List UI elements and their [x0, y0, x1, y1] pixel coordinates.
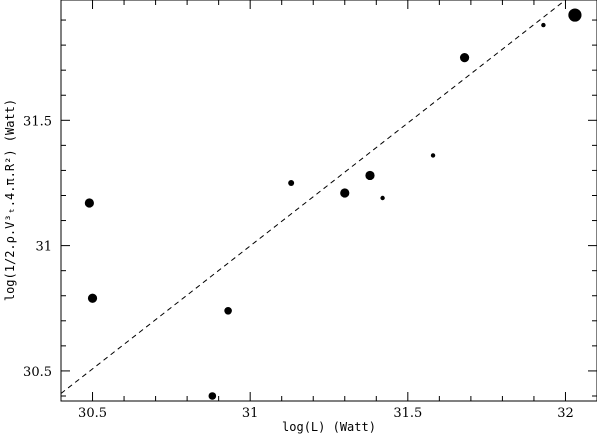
x-axis-title: log(L) (Watt)	[282, 420, 376, 434]
x-tick-label: 31	[242, 406, 259, 421]
data-point	[224, 306, 232, 315]
data-point	[430, 153, 436, 158]
x-tick-label: 31.5	[393, 406, 422, 421]
plot-frame	[60, 0, 597, 402]
data-point	[459, 53, 470, 63]
data-point	[84, 198, 94, 208]
y-tick-label: 31.5	[23, 114, 52, 129]
data-point	[340, 188, 350, 198]
fit-line	[60, 0, 566, 394]
data-point	[208, 392, 217, 400]
y-tick-label: 31	[35, 240, 52, 255]
data-point	[365, 170, 375, 181]
data-point	[568, 8, 582, 22]
x-tick-label: 30.5	[78, 406, 107, 421]
data-point	[87, 293, 98, 303]
y-axis-title: log(1/2.ρ.V³ₜ.4.π.R²) (Watt)	[3, 99, 17, 301]
data-point	[541, 22, 546, 28]
y-tick-label: 30.5	[23, 365, 52, 380]
data-point	[288, 179, 295, 186]
data-point	[380, 195, 385, 201]
x-tick-label: 32	[557, 406, 574, 421]
